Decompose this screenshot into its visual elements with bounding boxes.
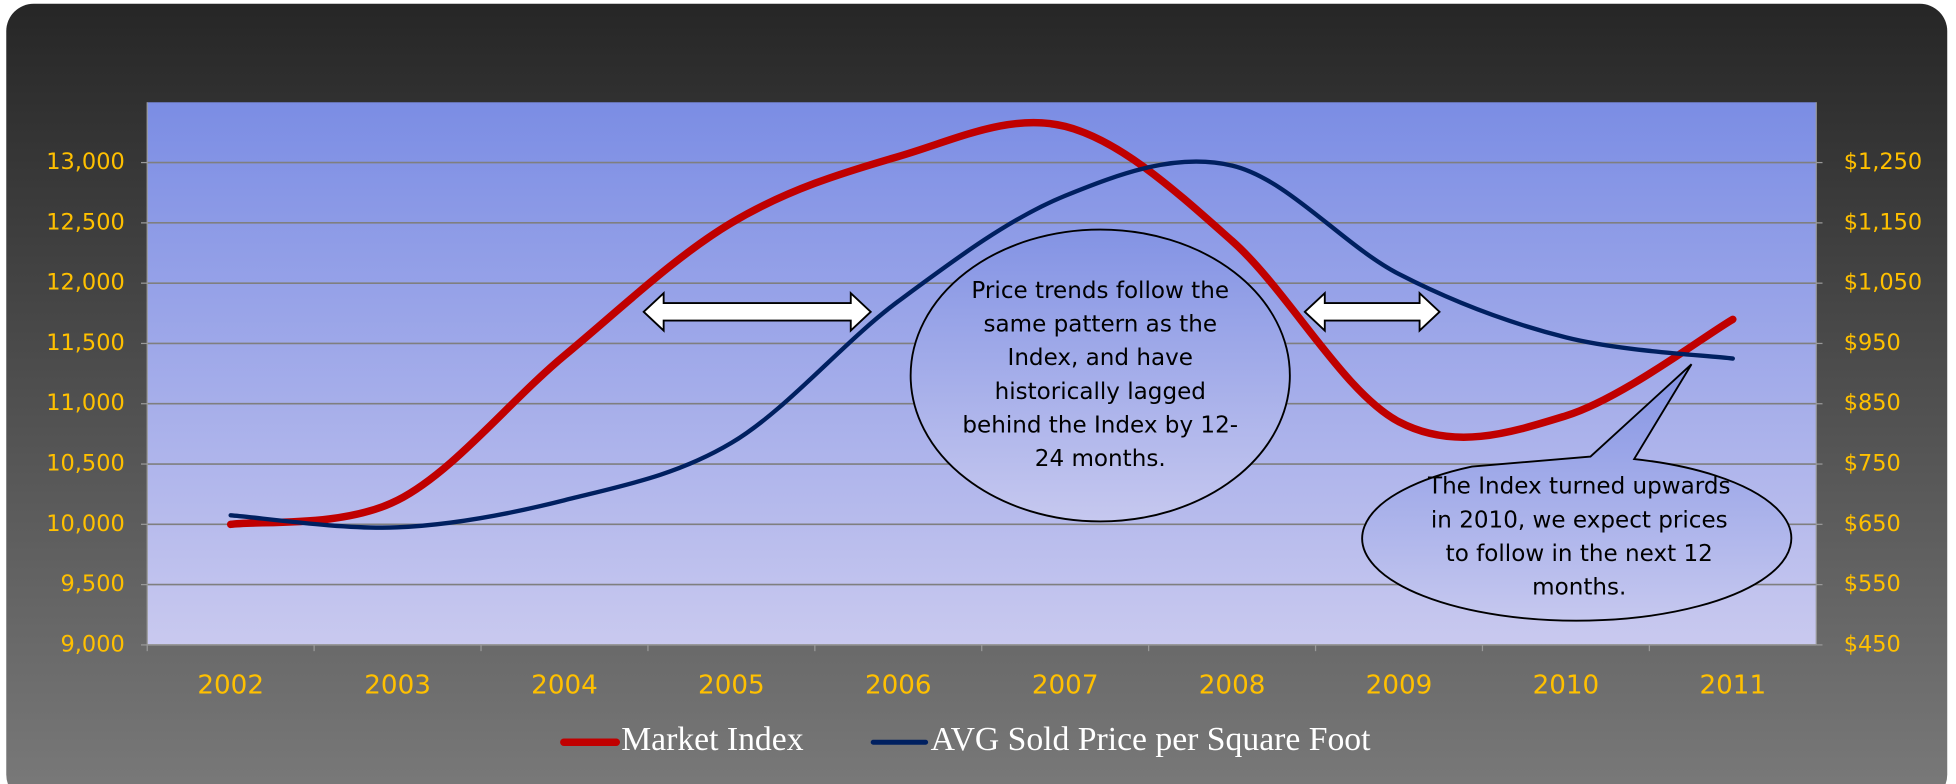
annotation: to follow in the next 12 [1446, 541, 1713, 567]
y-tick-label: 13,000 [46, 149, 125, 175]
annotation: behind the Index by 12- [962, 412, 1238, 438]
y2-tick-label: $850 [1844, 390, 1901, 416]
x-tick-label: 2002 [197, 671, 264, 701]
x-tick-label: 2005 [698, 671, 765, 701]
x-tick-label: 2010 [1533, 671, 1600, 701]
y2-tick-label: $450 [1844, 631, 1901, 657]
y-tick-label: 11,000 [46, 390, 125, 416]
annotation: historically lagged [995, 379, 1206, 405]
legend-label: AVG Sold Price per Square Foot [931, 721, 1372, 758]
y-tick-label: 12,000 [46, 270, 125, 296]
x-tick-label: 2007 [1032, 671, 1099, 701]
y2-tick-label: $1,250 [1844, 149, 1923, 175]
y-tick-label: 9,000 [61, 631, 125, 657]
x-tick-label: 2006 [865, 671, 932, 701]
y-tick-label: 10,500 [46, 451, 125, 477]
x-tick-label: 2003 [364, 671, 431, 701]
y-tick-label: 12,500 [46, 209, 125, 235]
line-series [228, 159, 1735, 530]
legend-label: Market Index [621, 721, 803, 758]
arrow [642, 290, 1441, 333]
line-series [226, 118, 1737, 529]
callout [1361, 363, 1793, 622]
x-tick-label: 2009 [1366, 671, 1433, 701]
y2-tick-label: $950 [1844, 330, 1901, 356]
annotation: months. [1532, 575, 1626, 601]
x-tick-label: 2008 [1199, 671, 1266, 701]
y-tick-label: 10,000 [46, 511, 125, 537]
y2-tick-label: $750 [1844, 451, 1901, 477]
y-tick-label: 11,500 [46, 330, 125, 356]
x-tick-label: 2004 [531, 671, 598, 701]
annotation: same pattern as the [983, 311, 1217, 337]
annotation: Price trends follow the [971, 278, 1229, 304]
y2-tick-label: $650 [1844, 511, 1901, 537]
callout [909, 228, 1291, 523]
y2-tick-label: $1,050 [1844, 270, 1923, 296]
x-tick-label: 2011 [1699, 671, 1766, 701]
annotation: in 2010, we expect prices [1431, 507, 1728, 533]
annotation: 24 months. [1035, 446, 1166, 472]
annotation: The Index turned upwards [1427, 474, 1731, 500]
y2-tick-label: $550 [1844, 571, 1901, 597]
annotation: Index, and have [1008, 345, 1193, 371]
y2-tick-label: $1,150 [1844, 209, 1923, 235]
y-tick-label: 9,500 [61, 571, 125, 597]
